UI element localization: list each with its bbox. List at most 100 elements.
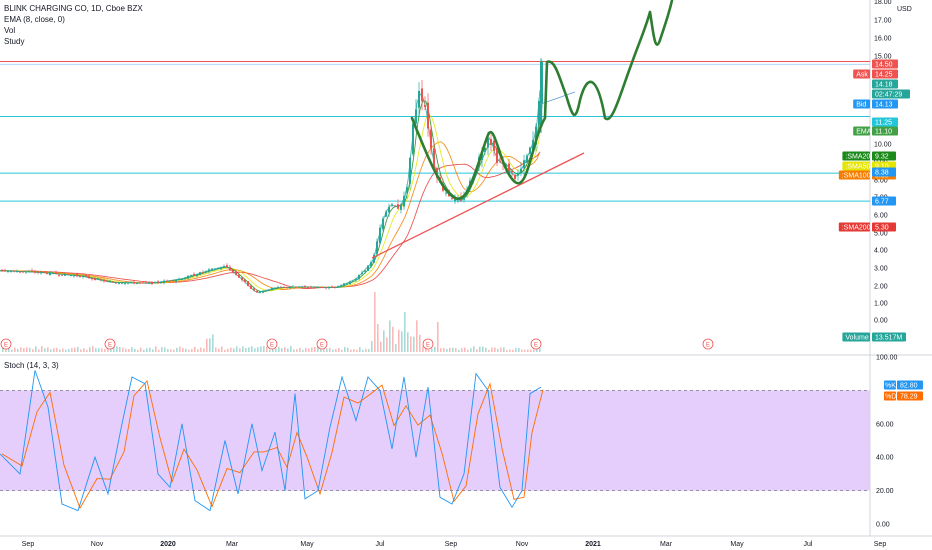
volume-bar: [170, 349, 172, 352]
stoch-badge-tag-text: %D: [885, 394, 896, 401]
candle-body: [532, 139, 534, 151]
candle-body: [394, 205, 396, 207]
candle-body: [142, 282, 144, 284]
volume-bar: [278, 346, 280, 352]
volume-bar: [140, 347, 142, 352]
price-tick-label: 6.00: [874, 213, 888, 220]
candle-body: [508, 163, 510, 173]
candle-body: [325, 287, 327, 289]
volume-bar: [218, 348, 220, 352]
volume-bar: [389, 320, 391, 352]
volume-bar: [452, 347, 454, 352]
price-badge: [872, 196, 896, 206]
volume-bar: [395, 344, 397, 352]
candle-body: [226, 265, 228, 268]
volume-bar: [332, 349, 334, 352]
stoch-badge-tag: [884, 380, 896, 390]
volume-bar: [155, 346, 157, 352]
volume-bar: [449, 347, 451, 352]
price-tick-label: 17.00: [874, 18, 892, 25]
volume-bar: [62, 348, 64, 352]
price-badge-tag-text: Volume: [845, 335, 868, 342]
volume-bar: [56, 347, 58, 352]
candle-body: [202, 272, 204, 273]
price-badge-tag-text: Bid: [856, 102, 866, 109]
vol-legend[interactable]: Vol: [4, 26, 16, 35]
time-tick-label: Jul: [376, 541, 385, 548]
price-badge-tag: [842, 161, 870, 171]
candle-body: [124, 283, 126, 285]
price-tick-label: 5.00: [874, 231, 888, 238]
sma100-line: [0, 141, 541, 290]
volume-bar: [254, 348, 256, 352]
sma200-line: [0, 151, 541, 289]
candle-body: [523, 160, 525, 169]
candle-body: [7, 271, 9, 272]
candle-body: [295, 286, 297, 288]
price-badge-tag: [838, 170, 870, 180]
volume-bar: [509, 349, 511, 352]
volume-bar: [527, 349, 529, 352]
candle-body: [145, 282, 147, 284]
volume-bar: [35, 346, 37, 352]
candle-body: [25, 271, 27, 273]
stoch-badge: [897, 380, 923, 390]
price-badge-tag: [853, 69, 870, 79]
candle-body: [115, 282, 117, 284]
study-legend[interactable]: Study: [4, 37, 25, 46]
candle-body: [55, 272, 57, 275]
candle-body: [43, 272, 45, 273]
stoch-badge-value: 82.80: [900, 383, 918, 390]
earnings-label: E: [706, 343, 710, 349]
volume-bar: [101, 348, 103, 352]
price-badge-value: 11.25: [875, 120, 892, 127]
price-badge-value: 6.77: [875, 199, 889, 206]
volume-bar: [374, 292, 376, 352]
candle-body: [97, 278, 99, 280]
ema-legend[interactable]: EMA (8, close, 0): [4, 15, 65, 24]
volume-bar: [122, 347, 124, 352]
earnings-marker: [530, 338, 542, 350]
volume-bar: [179, 346, 181, 352]
stoch-legend[interactable]: Stoch (14, 3, 3): [4, 361, 59, 370]
candle-body: [307, 287, 309, 289]
candle-body: [40, 271, 42, 274]
candle-body: [334, 287, 336, 289]
candle-body: [292, 286, 294, 288]
volume-bar: [47, 347, 49, 352]
volume-bar: [251, 346, 253, 352]
volume-bar: [299, 347, 301, 352]
volume-bar: [311, 347, 313, 352]
time-tick-label: Mar: [226, 541, 239, 548]
candle-body: [82, 275, 84, 278]
price-badge: [872, 167, 896, 177]
candle-body: [160, 282, 162, 284]
earnings-label: E: [108, 343, 112, 349]
candle-body: [520, 168, 522, 173]
price-badge-value: 9.10: [875, 164, 889, 171]
volume-bar: [215, 347, 217, 352]
time-tick-label: 2021: [585, 541, 601, 548]
stoch-d-line: [1, 380, 544, 510]
candle-body: [265, 290, 267, 292]
volume-bar: [317, 346, 319, 352]
price-badge-value: 14.13: [875, 102, 893, 109]
earnings-label: E: [534, 343, 538, 349]
candle-body: [235, 271, 237, 275]
volume-bar: [536, 348, 538, 352]
candle-body: [397, 204, 399, 209]
volume-bar: [95, 348, 97, 352]
volume-bar: [44, 348, 46, 352]
candle-body: [157, 281, 159, 283]
candle-body: [328, 287, 330, 289]
price-badge-tag: [842, 332, 870, 342]
candle-body: [343, 283, 345, 286]
candle-body: [73, 275, 75, 277]
candle-body: [31, 270, 33, 272]
volume-bar: [107, 347, 109, 352]
volume-bar: [404, 312, 406, 352]
candle-body: [427, 102, 429, 129]
candle-body: [133, 281, 135, 284]
candle-body: [433, 148, 435, 168]
